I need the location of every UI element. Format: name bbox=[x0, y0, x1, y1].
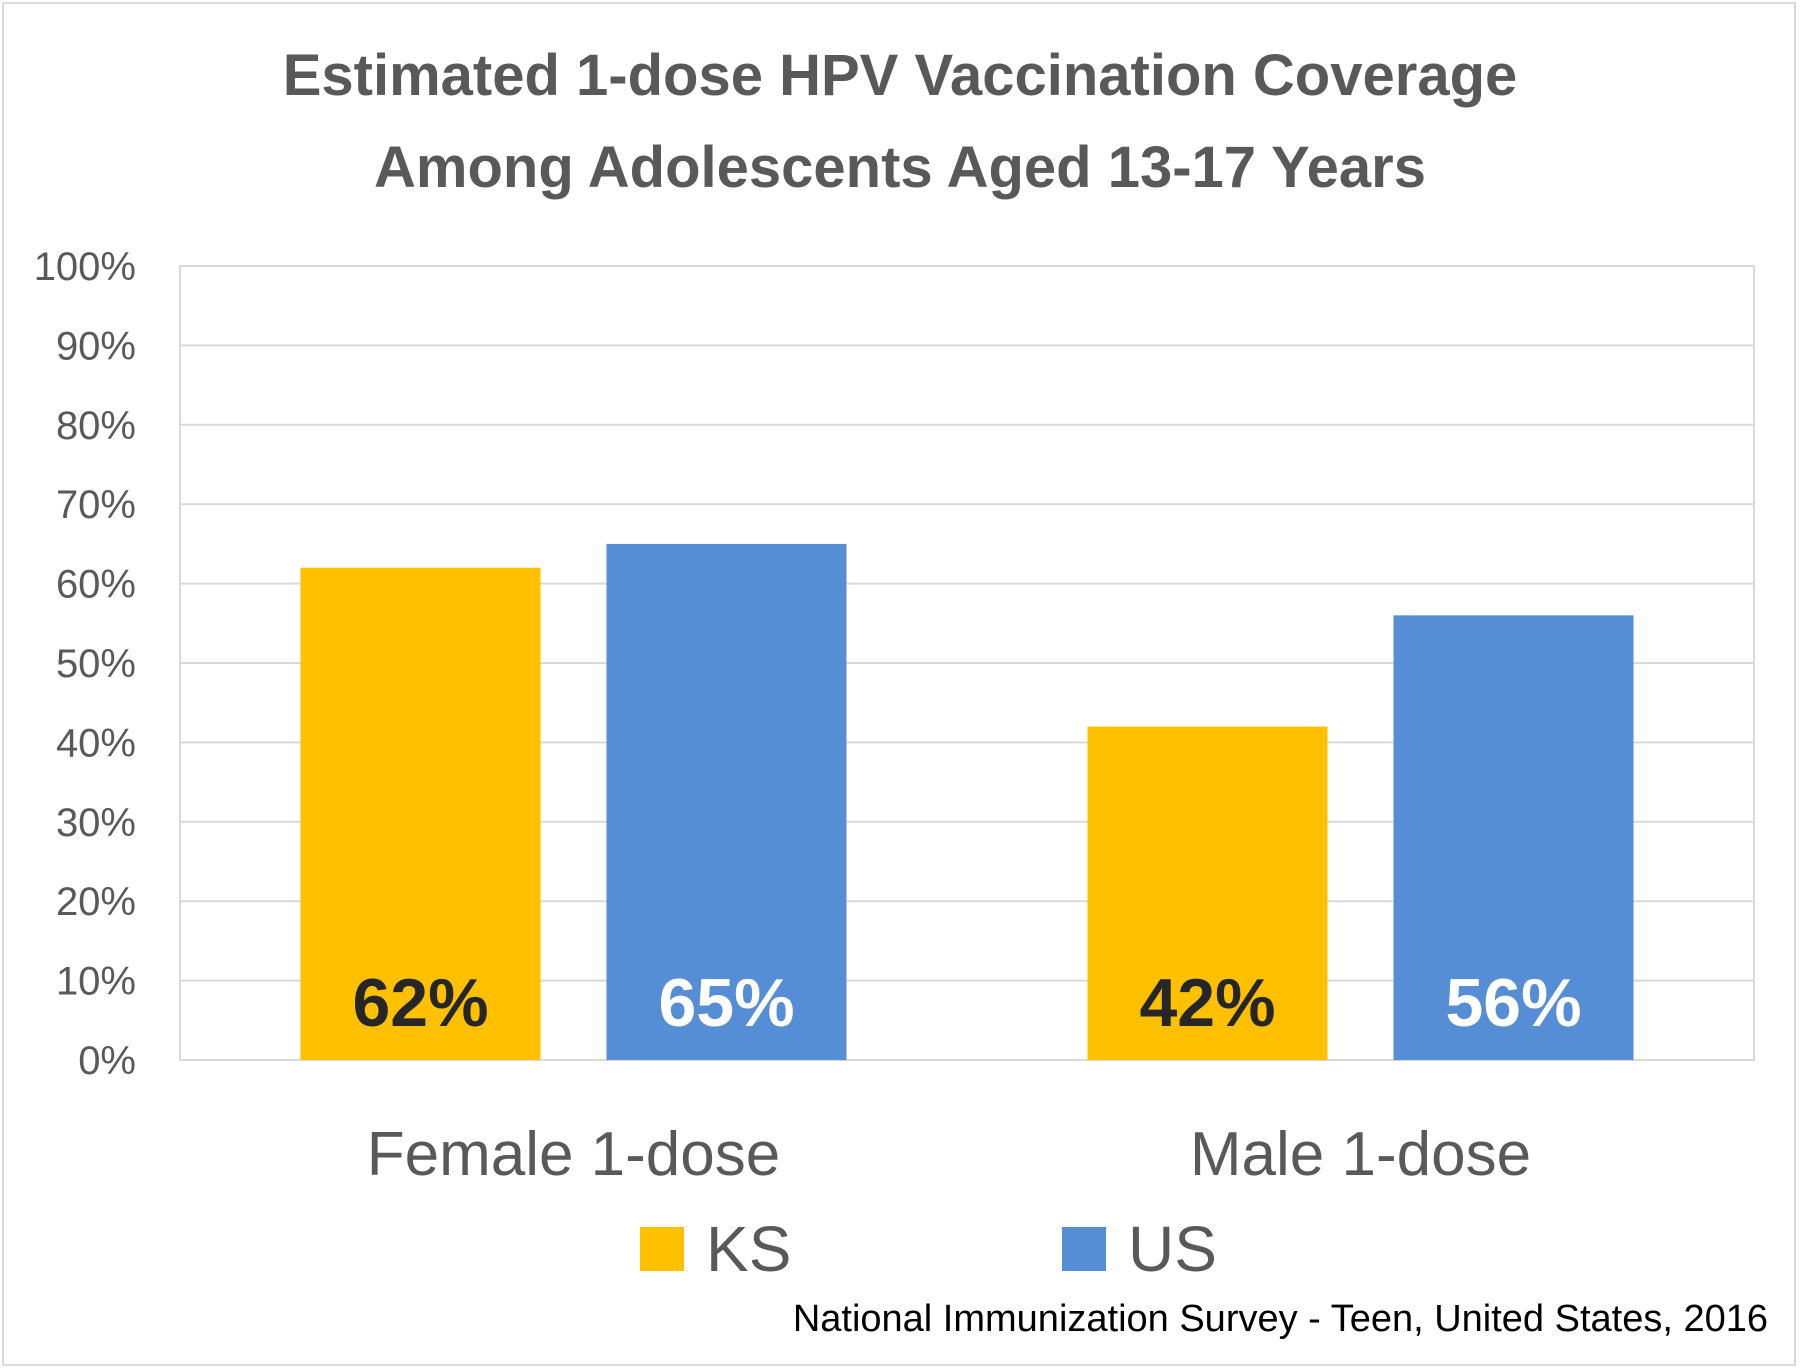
source-note: National Immunization Survey - Teen, Uni… bbox=[792, 1298, 1768, 1340]
y-tick-label: 50% bbox=[56, 642, 136, 686]
bar bbox=[606, 543, 847, 1060]
y-tick-label: 40% bbox=[56, 721, 136, 765]
bar-value-label: 56% bbox=[1445, 965, 1581, 1041]
bar bbox=[1393, 615, 1634, 1060]
y-tick-label: 10% bbox=[56, 960, 136, 1004]
bar bbox=[300, 567, 541, 1060]
bar-value-label: 42% bbox=[1139, 965, 1275, 1041]
chart-title-line-2: Among Adolescents Aged 13-17 Years bbox=[374, 135, 1426, 200]
y-tick-label: 90% bbox=[56, 324, 136, 368]
x-category-label: Female 1-dose bbox=[367, 1120, 781, 1189]
chart-title-line-1: Estimated 1-dose HPV Vaccination Coverag… bbox=[282, 43, 1518, 108]
y-tick-label: 0% bbox=[78, 1039, 136, 1083]
y-tick-label: 100% bbox=[34, 245, 136, 289]
y-tick-label: 80% bbox=[56, 404, 136, 448]
y-tick-label: 30% bbox=[56, 801, 136, 845]
bar bbox=[1087, 726, 1328, 1060]
bar-value-label: 62% bbox=[352, 965, 488, 1041]
legend-item-ks: KS bbox=[640, 1213, 792, 1285]
y-tick-label: 20% bbox=[56, 880, 136, 924]
legend-item-us: US bbox=[1062, 1213, 1217, 1285]
x-category-label: Male 1-dose bbox=[1190, 1120, 1531, 1189]
y-tick-label: 70% bbox=[56, 483, 136, 527]
bar-value-label: 65% bbox=[658, 965, 794, 1041]
y-tick-label: 60% bbox=[56, 563, 136, 607]
legend-label-us: US bbox=[1128, 1213, 1217, 1285]
legend-swatch-us bbox=[1062, 1227, 1106, 1271]
legend-swatch-ks bbox=[640, 1227, 684, 1271]
legend-label-ks: KS bbox=[706, 1213, 792, 1285]
